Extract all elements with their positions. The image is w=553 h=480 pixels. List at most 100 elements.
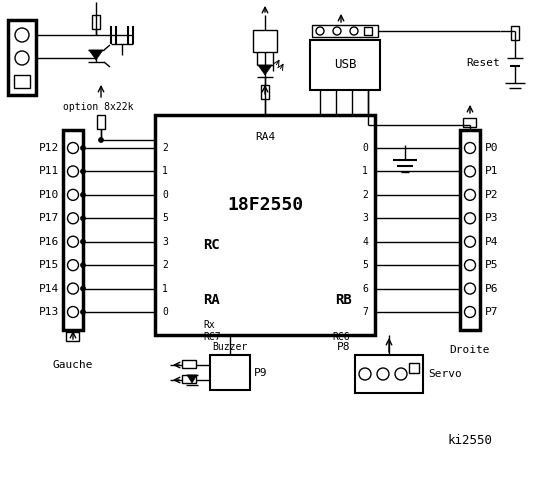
Circle shape [465,283,476,294]
Text: Rx: Rx [203,320,215,330]
Circle shape [465,166,476,177]
Text: 0: 0 [362,143,368,153]
Bar [364,27,372,35]
Text: P2: P2 [485,190,498,200]
Circle shape [465,213,476,224]
Circle shape [333,27,341,35]
Text: 4: 4 [362,237,368,247]
Text: P14: P14 [39,284,59,294]
Bar [63,130,83,330]
Bar [463,118,476,127]
Bar [182,360,196,368]
Text: P13: P13 [39,307,59,317]
Circle shape [395,368,407,380]
Text: 5: 5 [362,260,368,270]
Circle shape [81,239,86,244]
Text: 18F2550: 18F2550 [227,196,303,214]
Bar [261,85,269,99]
Text: RC: RC [203,238,220,252]
Bar [312,25,378,37]
Text: 1: 1 [362,167,368,177]
Bar [92,15,100,29]
Text: 2: 2 [162,260,168,270]
Text: 0: 0 [162,307,168,317]
Polygon shape [89,50,103,60]
Text: 0: 0 [162,190,168,200]
Text: option 8x22k: option 8x22k [63,102,133,112]
Bar [97,115,105,129]
Bar [8,20,36,95]
Circle shape [465,143,476,154]
Text: P7: P7 [485,307,498,317]
Text: P0: P0 [485,143,498,153]
Circle shape [67,143,79,154]
Bar [182,375,196,383]
Text: RA4: RA4 [255,132,275,142]
Circle shape [81,216,86,221]
Bar [460,130,480,330]
Bar [253,30,277,52]
Circle shape [67,213,79,224]
Circle shape [465,236,476,247]
Text: Gauche: Gauche [53,360,93,370]
Circle shape [81,145,86,151]
Circle shape [81,263,86,268]
Text: Droite: Droite [450,345,491,355]
Circle shape [377,368,389,380]
Text: 3: 3 [162,237,168,247]
Text: P6: P6 [485,284,498,294]
Bar [155,115,375,335]
Circle shape [465,189,476,200]
Text: RC7: RC7 [203,332,221,342]
Circle shape [67,283,79,294]
Bar [210,355,250,390]
Text: 2: 2 [362,190,368,200]
Circle shape [15,28,29,42]
Text: P8: P8 [336,342,350,352]
Text: P10: P10 [39,190,59,200]
Polygon shape [187,375,197,383]
Circle shape [67,260,79,271]
Text: P15: P15 [39,260,59,270]
Text: P1: P1 [485,167,498,177]
Text: 6: 6 [362,284,368,294]
Circle shape [67,236,79,247]
Bar [355,355,423,393]
Text: P11: P11 [39,167,59,177]
Circle shape [465,307,476,317]
Text: P12: P12 [39,143,59,153]
Bar [14,75,30,88]
Circle shape [15,51,29,65]
Bar [511,26,519,40]
Bar [66,332,79,341]
Text: RB: RB [335,293,352,307]
Bar [409,363,419,373]
Text: P3: P3 [485,213,498,223]
Text: Servo: Servo [428,369,462,379]
Text: RC6: RC6 [332,332,350,342]
Text: 3: 3 [362,213,368,223]
Circle shape [67,166,79,177]
Circle shape [67,307,79,317]
Text: P16: P16 [39,237,59,247]
Text: P9: P9 [254,368,268,377]
Text: ki2550: ki2550 [447,433,493,446]
Polygon shape [258,65,272,75]
Bar [310,40,380,90]
Circle shape [465,260,476,271]
Circle shape [316,27,324,35]
Circle shape [81,286,86,291]
Text: USB: USB [334,59,356,72]
Text: Reset: Reset [466,58,500,68]
Circle shape [359,368,371,380]
Text: Buzzer: Buzzer [212,342,248,352]
Text: P4: P4 [485,237,498,247]
Text: 1: 1 [162,167,168,177]
Text: P5: P5 [485,260,498,270]
Circle shape [81,169,86,174]
Text: 5: 5 [162,213,168,223]
Text: P17: P17 [39,213,59,223]
Text: 7: 7 [362,307,368,317]
Text: 2: 2 [162,143,168,153]
Circle shape [81,192,86,197]
